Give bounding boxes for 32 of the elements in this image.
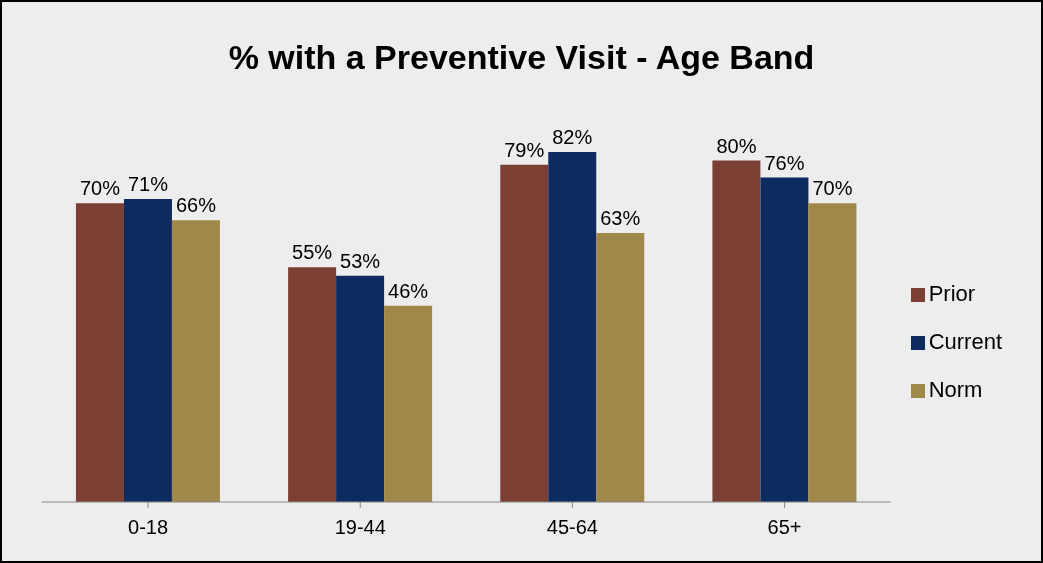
bar: [123, 198, 172, 502]
bar: [288, 267, 337, 502]
bar: [75, 203, 124, 502]
legend-label: Prior: [928, 281, 976, 306]
bar: [712, 160, 761, 502]
bar: [760, 177, 809, 502]
bar: [500, 164, 549, 502]
legend-label: Norm: [928, 377, 983, 402]
bar: [171, 220, 220, 502]
data-label: 80%: [716, 134, 757, 157]
x-tick-label: 65+: [767, 516, 802, 539]
bar: [548, 152, 597, 502]
data-label: 71%: [127, 172, 169, 195]
bar: [384, 305, 433, 502]
x-tick-label: 19-44: [334, 516, 386, 539]
data-label: 46%: [388, 279, 429, 302]
data-label: 79%: [504, 138, 545, 161]
data-label: 55%: [292, 241, 333, 264]
data-label: 82%: [552, 126, 593, 148]
data-label: 63%: [600, 207, 641, 230]
data-label: 53%: [340, 249, 381, 272]
legend-label: Current: [928, 329, 1002, 354]
bar: [808, 203, 857, 502]
x-tick-label: 45-64: [546, 516, 598, 539]
data-label: 66%: [175, 194, 217, 217]
chart-title: % with a Preventive Visit - Age Band: [227, 38, 816, 77]
bar: [596, 233, 645, 502]
data-label: 70%: [812, 177, 853, 200]
x-tick-label: 0-18: [128, 516, 169, 539]
bar: [336, 275, 385, 502]
data-label: 70%: [79, 177, 121, 200]
data-label: 76%: [764, 151, 805, 174]
